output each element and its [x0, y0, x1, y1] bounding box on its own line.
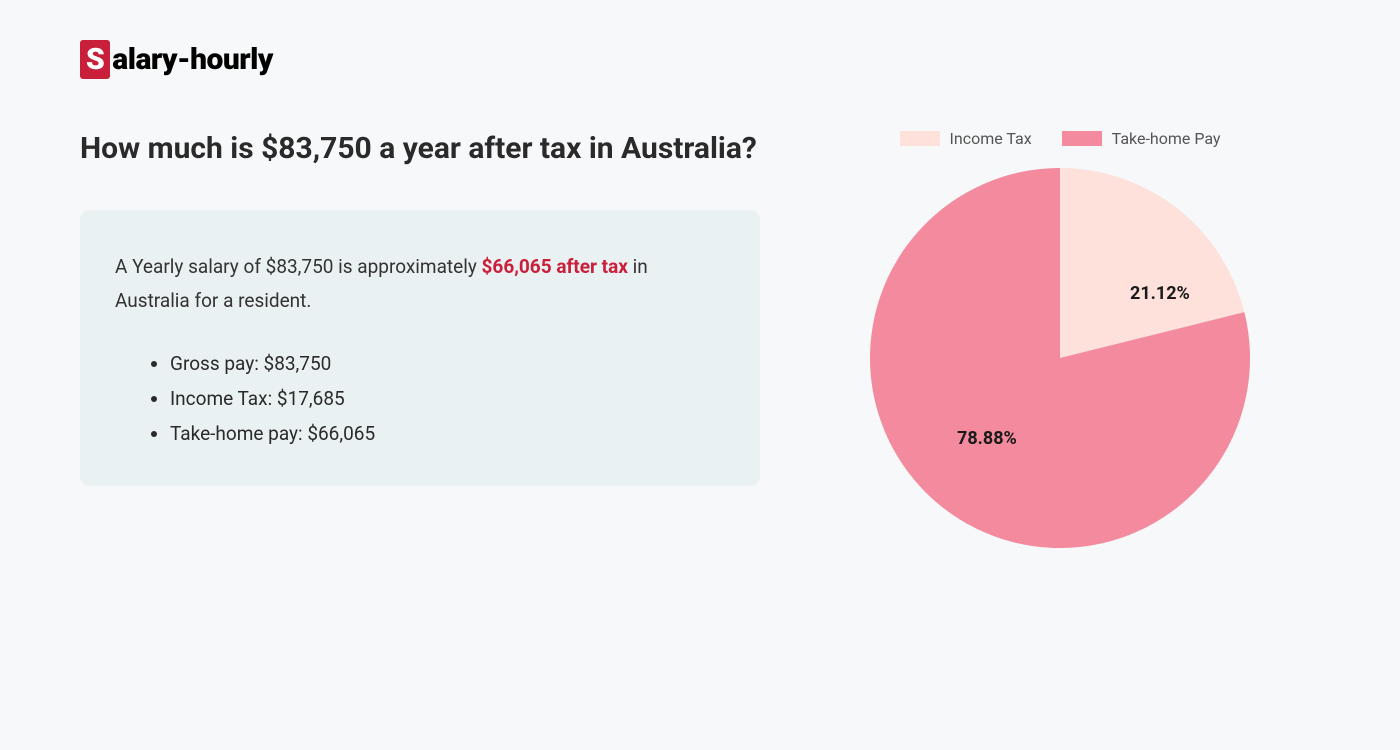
list-item: Income Tax: $17,685 [170, 381, 725, 416]
main-content: How much is $83,750 a year after tax in … [80, 129, 1320, 548]
pie-label-take-home: 78.88% [957, 428, 1017, 449]
list-item: Take-home pay: $66,065 [170, 416, 725, 451]
pie-chart: 21.12% 78.88% [870, 168, 1250, 548]
list-item: Gross pay: $83,750 [170, 346, 725, 381]
pie-label-income-tax: 21.12% [1130, 283, 1190, 304]
legend-label: Income Tax [950, 129, 1032, 148]
summary-prefix: A Yearly salary of $83,750 is approximat… [115, 255, 482, 278]
summary-list: Gross pay: $83,750 Income Tax: $17,685 T… [115, 346, 725, 451]
legend-swatch [1062, 131, 1102, 146]
legend-item-income-tax: Income Tax [900, 129, 1032, 148]
logo-badge: S [80, 40, 110, 79]
summary-intro: A Yearly salary of $83,750 is approximat… [115, 250, 725, 318]
legend-label: Take-home Pay [1112, 129, 1221, 148]
page-title: How much is $83,750 a year after tax in … [80, 129, 760, 170]
left-column: How much is $83,750 a year after tax in … [80, 129, 760, 548]
logo-text: alary-hourly [112, 42, 273, 77]
legend-swatch [900, 131, 940, 146]
right-column: Income Tax Take-home Pay 21.12% 78.88% [840, 129, 1280, 548]
summary-highlight: $66,065 after tax [482, 255, 628, 278]
chart-legend: Income Tax Take-home Pay [900, 129, 1221, 148]
summary-box: A Yearly salary of $83,750 is approximat… [80, 210, 760, 487]
site-logo: Salary-hourly [80, 40, 1320, 79]
legend-item-take-home: Take-home Pay [1062, 129, 1221, 148]
pie-svg [870, 168, 1250, 548]
